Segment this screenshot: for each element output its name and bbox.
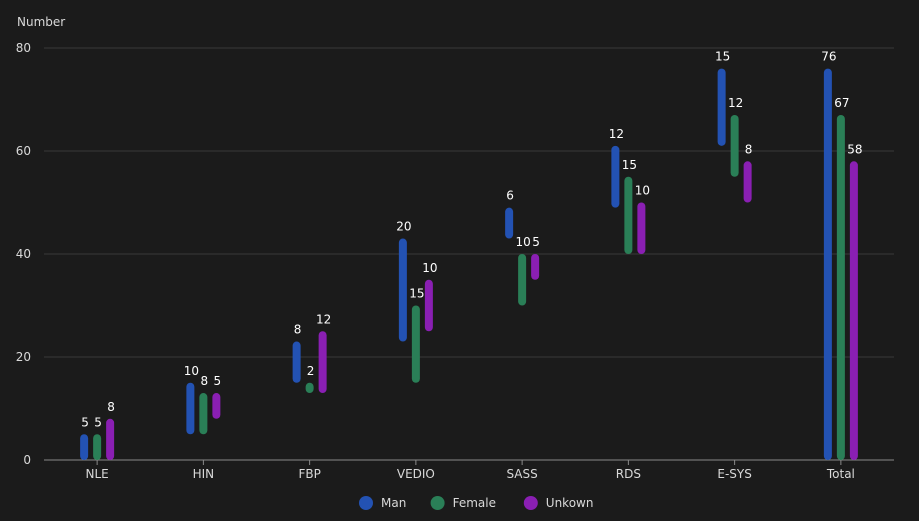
bar-man-sass[interactable] bbox=[505, 207, 514, 239]
bar-female-rds[interactable] bbox=[624, 176, 633, 254]
x-tick-label: Total bbox=[826, 467, 855, 481]
bar-female-vedio[interactable] bbox=[411, 305, 420, 383]
data-label: 12 bbox=[609, 127, 624, 141]
bar-female-sass[interactable] bbox=[518, 254, 527, 306]
data-label: 12 bbox=[728, 96, 743, 110]
bar-unkown-sass[interactable] bbox=[531, 254, 540, 280]
y-tick-label: 60 bbox=[16, 144, 31, 158]
data-label: 8 bbox=[201, 374, 209, 388]
y-axis-ticks: 0 20 40 60 80 bbox=[16, 41, 31, 467]
legend-item-female[interactable]: Female bbox=[430, 496, 496, 510]
y-tick-label: 80 bbox=[16, 41, 31, 55]
bar-female-total[interactable] bbox=[836, 114, 845, 460]
data-label: 20 bbox=[396, 220, 411, 234]
data-label: 2 bbox=[307, 364, 315, 378]
bar-man-rds[interactable] bbox=[611, 145, 620, 208]
data-label: 5 bbox=[532, 235, 540, 249]
data-label: 10 bbox=[422, 261, 437, 275]
legend-label: Female bbox=[453, 496, 496, 510]
bar-female-nle[interactable] bbox=[93, 434, 102, 460]
bar-man-vedio[interactable] bbox=[398, 238, 407, 342]
data-label: 8 bbox=[294, 323, 302, 337]
data-label: 10 bbox=[515, 235, 530, 249]
bar-man-hin[interactable] bbox=[186, 382, 195, 435]
data-label: 8 bbox=[745, 142, 753, 156]
y-axis-title: Number bbox=[17, 15, 65, 29]
data-label: 67 bbox=[834, 96, 849, 110]
y-tick-label: 0 bbox=[23, 453, 31, 467]
data-label: 15 bbox=[409, 287, 424, 301]
legend-item-man[interactable]: Man bbox=[359, 496, 406, 510]
x-tick-label: E-SYS bbox=[717, 467, 751, 481]
legend-label: Man bbox=[381, 496, 406, 510]
bar-female-e-sys[interactable] bbox=[730, 114, 739, 177]
bar-unkown-fbp[interactable] bbox=[318, 331, 327, 394]
data-label: 15 bbox=[622, 158, 637, 172]
x-tick-label: RDS bbox=[616, 467, 641, 481]
data-label: 15 bbox=[715, 50, 730, 64]
x-tick-label: HIN bbox=[193, 467, 215, 481]
legend-marker bbox=[359, 496, 373, 510]
data-label: 10 bbox=[635, 184, 650, 198]
grid-lines bbox=[44, 47, 894, 461]
data-label: 5 bbox=[81, 415, 89, 429]
bar-man-fbp[interactable] bbox=[292, 341, 301, 383]
legend[interactable]: Man Female Unkown bbox=[359, 496, 593, 510]
x-axis-ticks: NLE HIN FBP VEDIO SASS RDS E-SYS Total bbox=[86, 460, 855, 481]
data-label: 5 bbox=[214, 374, 222, 388]
data-label: 6 bbox=[506, 189, 514, 203]
legend-marker bbox=[523, 496, 538, 510]
legend-label: Unkown bbox=[546, 496, 594, 510]
data-label: 76 bbox=[821, 50, 836, 64]
bar-man-e-sys[interactable] bbox=[717, 68, 726, 146]
bar-unkown-nle[interactable] bbox=[106, 418, 115, 460]
bar-man-nle[interactable] bbox=[80, 434, 89, 460]
bar-female-hin[interactable] bbox=[199, 393, 208, 435]
data-label: 8 bbox=[107, 400, 115, 414]
x-tick-label: VEDIO bbox=[397, 467, 435, 481]
bar-unkown-total[interactable] bbox=[849, 161, 858, 461]
bars-group bbox=[80, 68, 858, 461]
data-label: 10 bbox=[184, 364, 199, 378]
bar-unkown-vedio[interactable] bbox=[424, 279, 433, 332]
bar-man-total[interactable] bbox=[823, 68, 832, 460]
bar-unkown-hin[interactable] bbox=[212, 393, 221, 419]
legend-item-unkown[interactable]: Unkown bbox=[523, 496, 594, 510]
y-tick-label: 20 bbox=[16, 350, 31, 364]
bar-unkown-rds[interactable] bbox=[637, 202, 646, 255]
data-label: 5 bbox=[94, 415, 102, 429]
x-tick-label: NLE bbox=[86, 467, 109, 481]
data-label: 12 bbox=[316, 312, 331, 326]
x-tick-label: SASS bbox=[506, 467, 537, 481]
x-tick-label: FBP bbox=[298, 467, 320, 481]
bar-female-fbp[interactable] bbox=[305, 382, 314, 394]
legend-marker bbox=[430, 496, 445, 510]
y-tick-label: 40 bbox=[16, 247, 31, 261]
data-label: 58 bbox=[847, 142, 862, 156]
bar-unkown-e-sys[interactable] bbox=[743, 161, 752, 203]
